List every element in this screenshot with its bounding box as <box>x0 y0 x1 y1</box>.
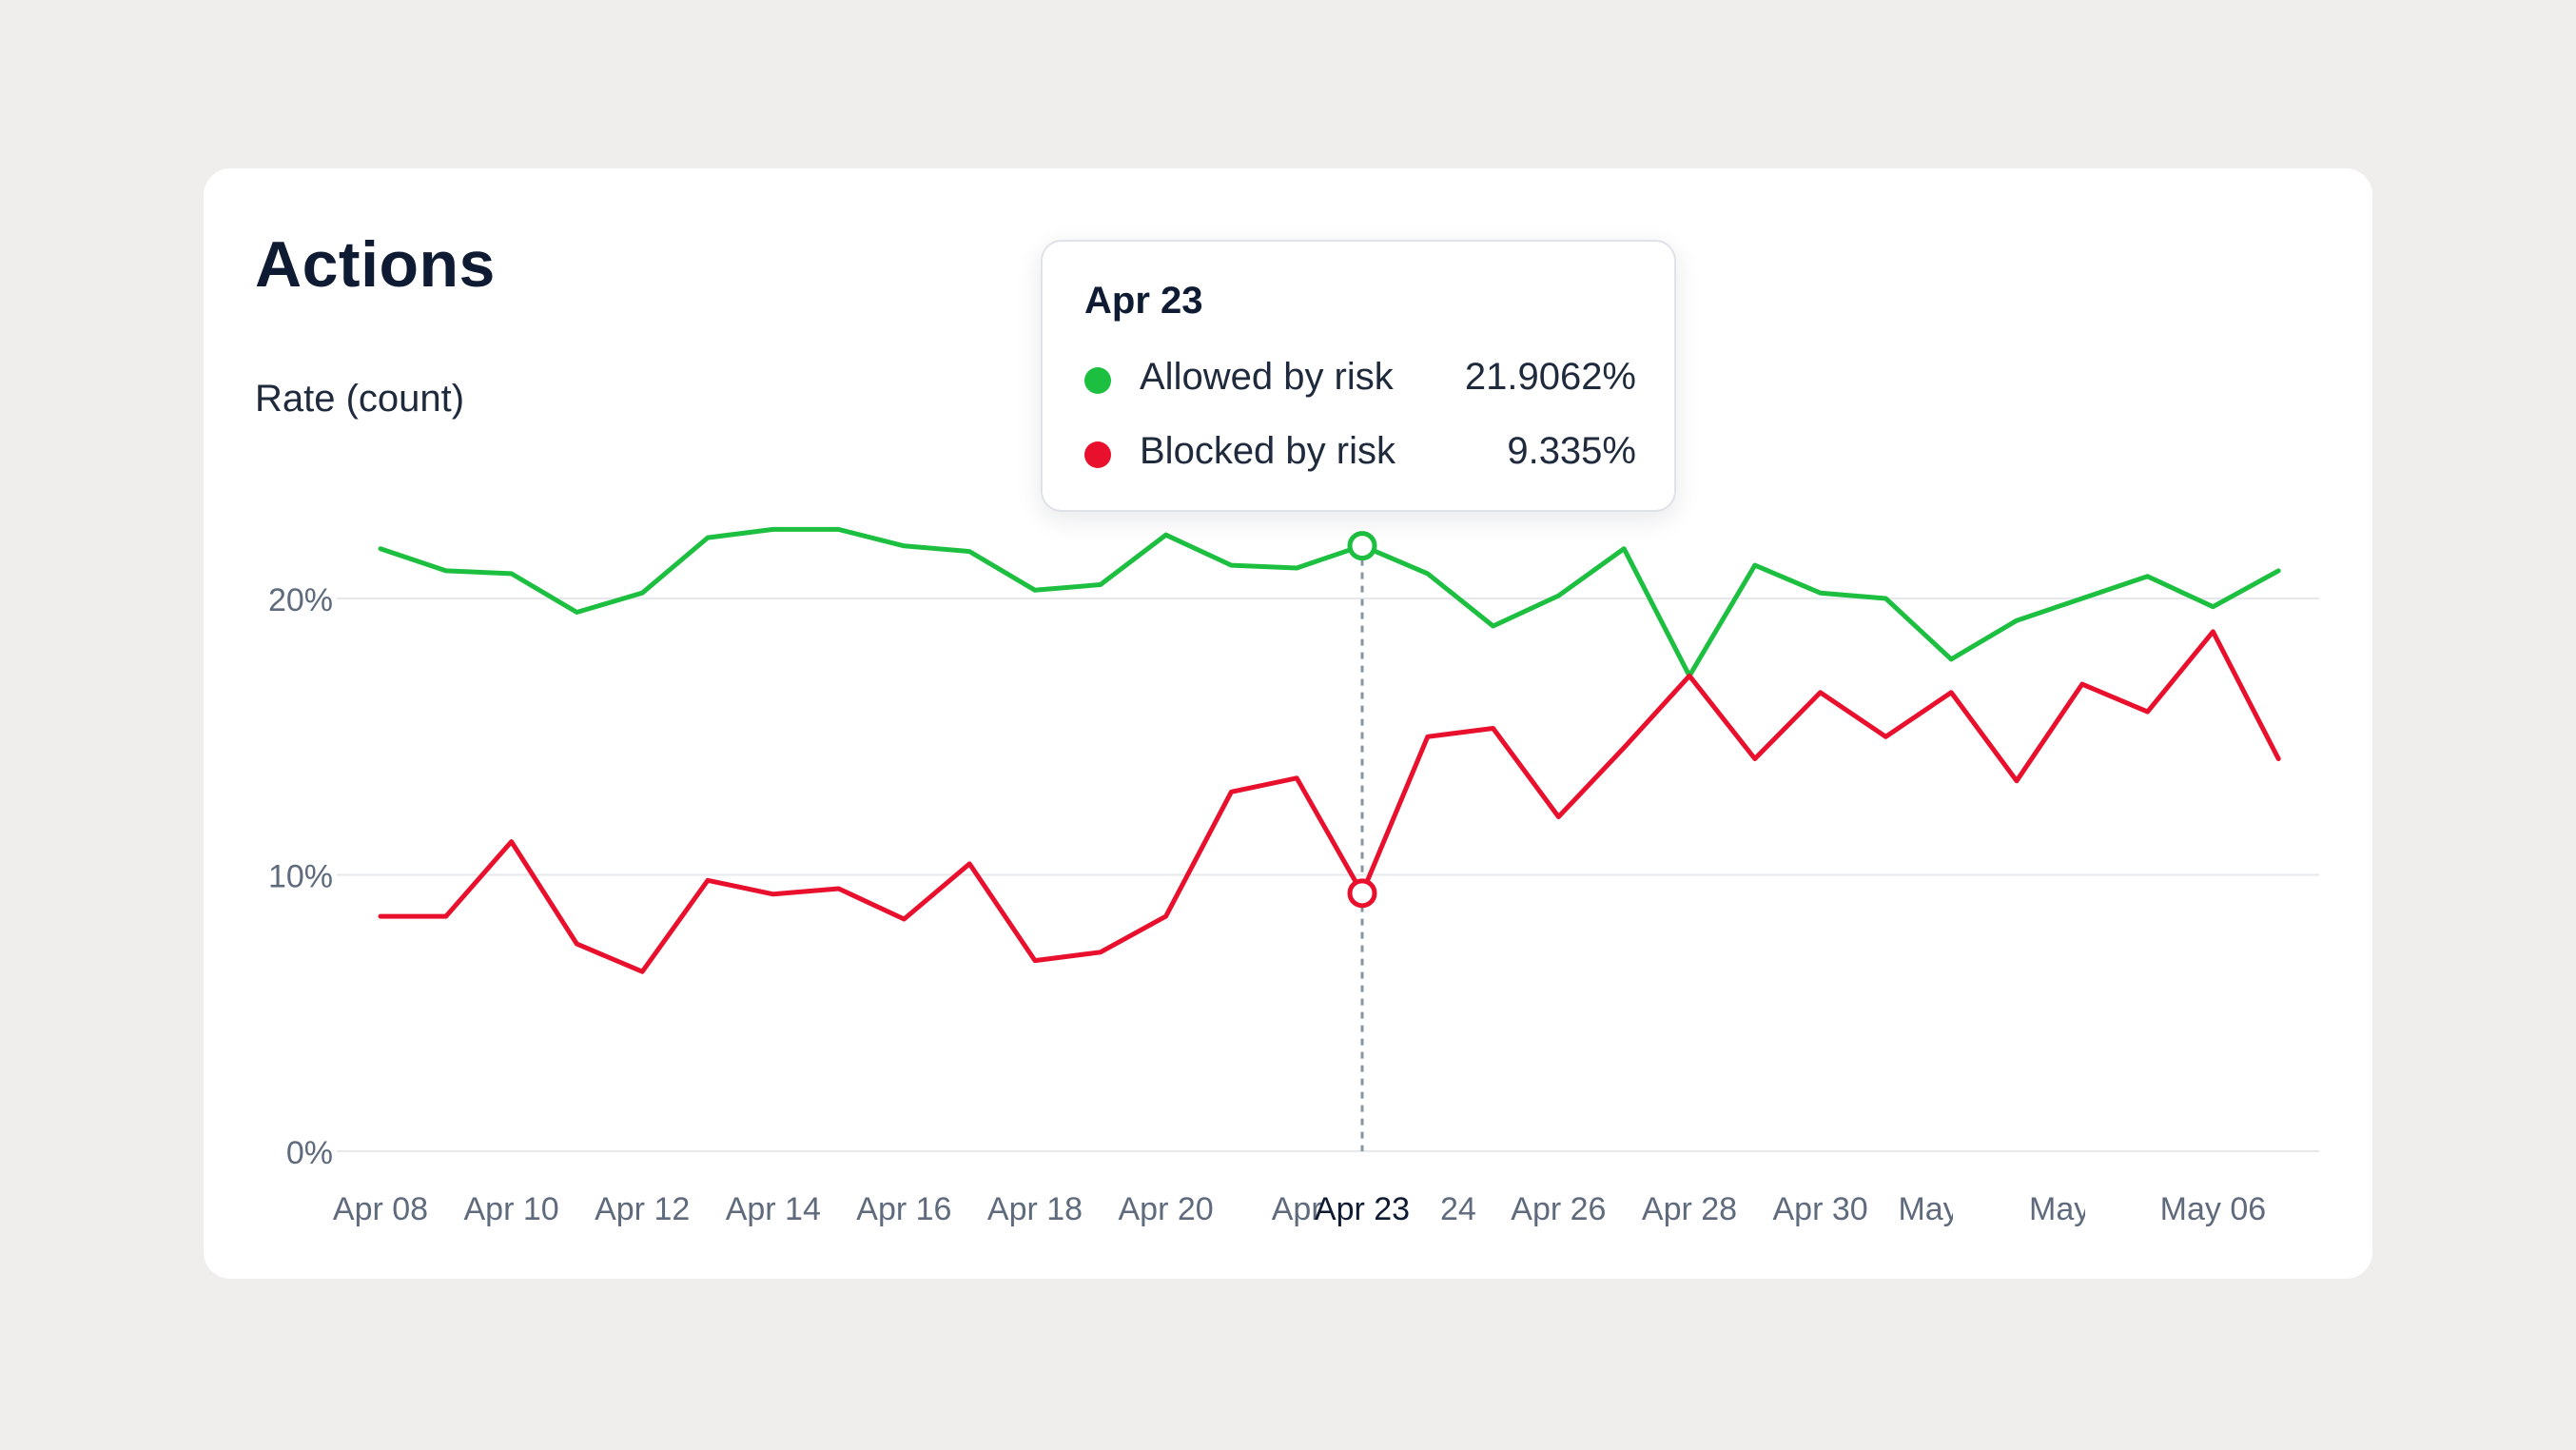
series-layer <box>378 526 2281 974</box>
blocked-legend-dot-icon <box>1084 441 1111 468</box>
x-tick-label: May 02 <box>1898 1191 2004 1227</box>
x-tick-label: Apr 30 <box>1773 1191 1868 1227</box>
x-tick-label: Apr 08 <box>333 1191 428 1227</box>
hover-marker-allowed <box>1347 531 1377 561</box>
x-tick-label-active: Apr 23 <box>1315 1191 1410 1227</box>
tooltip-series-label: Allowed by risk <box>1140 356 1394 398</box>
x-tick-label: Apr 26 <box>1511 1191 1606 1227</box>
tooltip-date: Apr 23 <box>1084 280 1203 322</box>
axis-layer: 0% 10% 20% Apr 08 Apr 10 Apr 12 Apr 14 Apr 16 Ap… <box>268 582 2266 1227</box>
x-tick-label: Apr 18 <box>987 1191 1083 1227</box>
x-tick-label: Apr 10 <box>464 1191 559 1227</box>
hover-marker-blocked <box>1347 878 1377 909</box>
tooltip-row-allowed: Allowed by risk 21.9062% <box>1084 356 1636 405</box>
x-tick-label: Apr 14 <box>726 1191 821 1227</box>
tooltip-row-blocked: Blocked by risk 9.335% <box>1084 430 1636 480</box>
tooltip-series-value: 9.335% <box>1507 430 1636 472</box>
metric-label: Rate (count) <box>255 378 465 420</box>
y-tick-label: 0% <box>286 1135 333 1171</box>
series-line-blocked <box>378 629 2281 974</box>
marker-layer <box>1347 531 1377 909</box>
grid-layer <box>337 558 2319 1152</box>
x-tick-label: May 04 <box>2029 1191 2136 1227</box>
allowed-legend-dot-icon <box>1084 367 1111 394</box>
x-tick-label: Apr 28 <box>1642 1191 1737 1227</box>
x-tick-label: May 06 <box>2160 1191 2267 1227</box>
actions-card: 0% 10% 20% Apr 08 Apr 10 Apr 12 Apr 14 Apr 16 Ap… <box>204 168 2372 1279</box>
x-tick-label: Apr 20 <box>1119 1191 1214 1227</box>
y-tick-label: 20% <box>268 582 333 618</box>
actions-line-chart: 0% 10% 20% Apr 08 Apr 10 Apr 12 Apr 14 Apr 16 Ap… <box>268 526 2319 1227</box>
tooltip-series-value: 21.9062% <box>1464 356 1636 398</box>
y-tick-label: 10% <box>268 859 333 895</box>
card-title: Actions <box>255 228 496 301</box>
tooltip-series-label: Blocked by risk <box>1140 430 1395 472</box>
x-tick-label: Apr 16 <box>856 1191 951 1227</box>
x-tick-label: Apr 12 <box>595 1191 690 1227</box>
series-line-allowed <box>378 526 2281 678</box>
x-tick-label: Apr <box>1272 1191 1322 1227</box>
x-tick-label: 24 <box>1440 1191 1476 1227</box>
chart-tooltip: Apr 23 Allowed by risk 21.9062% Blocked … <box>1041 240 1676 512</box>
